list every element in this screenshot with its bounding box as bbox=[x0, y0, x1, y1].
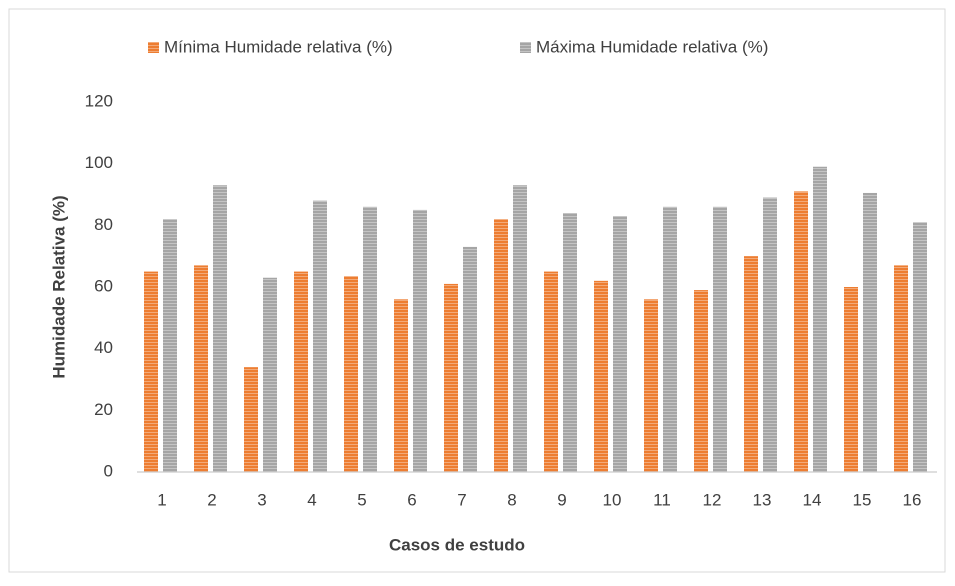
x-tick-label: 14 bbox=[803, 490, 822, 509]
bar-hatch bbox=[463, 246, 477, 472]
bar-hatch bbox=[544, 271, 558, 472]
x-tick-label: 9 bbox=[557, 490, 566, 509]
x-tick-label: 3 bbox=[257, 490, 266, 509]
bar-hatch bbox=[194, 265, 208, 472]
bar-hatch bbox=[513, 185, 527, 472]
bar-hatch bbox=[144, 271, 158, 472]
bar-hatch bbox=[894, 265, 908, 472]
bar-hatch bbox=[663, 206, 677, 473]
x-tick-label: 7 bbox=[457, 490, 466, 509]
x-tick-label: 4 bbox=[307, 490, 316, 509]
x-tick-label: 8 bbox=[507, 490, 516, 509]
bar-hatch bbox=[913, 222, 927, 472]
y-tick-label: 40 bbox=[94, 338, 113, 357]
bar-hatch bbox=[763, 197, 777, 473]
y-axis-title: Humidade Relativa (%) bbox=[49, 195, 68, 378]
x-tick-label: 13 bbox=[753, 490, 772, 509]
y-tick-label: 80 bbox=[94, 215, 113, 234]
bar-hatch bbox=[563, 213, 577, 472]
legend-label: Máxima Humidade relativa (%) bbox=[536, 37, 768, 56]
bar-hatch bbox=[363, 206, 377, 473]
y-tick-label: 60 bbox=[94, 276, 113, 295]
x-tick-label: 1 bbox=[157, 490, 166, 509]
bar-hatch bbox=[713, 206, 727, 473]
x-tick-label: 10 bbox=[603, 490, 622, 509]
bar-hatch bbox=[313, 200, 327, 472]
x-tick-label: 11 bbox=[653, 490, 671, 509]
legend-swatch-hatch bbox=[520, 42, 531, 53]
bar-hatch bbox=[813, 166, 827, 472]
x-tick-label: 16 bbox=[903, 490, 922, 509]
bar-hatch bbox=[394, 299, 408, 472]
bar-hatch bbox=[213, 185, 227, 472]
y-tick-label: 120 bbox=[85, 91, 113, 110]
bar-hatch bbox=[163, 219, 177, 472]
y-tick-label: 0 bbox=[104, 461, 113, 480]
y-tick-label: 100 bbox=[85, 153, 113, 172]
x-tick-label: 15 bbox=[853, 490, 872, 509]
bar-hatch bbox=[694, 290, 708, 472]
legend-swatch-hatch bbox=[148, 42, 159, 53]
bar-hatch bbox=[794, 191, 808, 472]
x-tick-label: 6 bbox=[407, 490, 416, 509]
x-tick-label: 5 bbox=[357, 490, 366, 509]
bar-hatch bbox=[644, 299, 658, 472]
bar-hatch bbox=[444, 283, 458, 472]
legend-label: Mínima Humidade relativa (%) bbox=[164, 37, 393, 56]
bar-hatch bbox=[744, 256, 758, 472]
x-axis-title: Casos de estudo bbox=[389, 535, 525, 554]
bar-hatch bbox=[844, 287, 858, 472]
bar-hatch bbox=[494, 219, 508, 472]
bar-hatch bbox=[344, 276, 358, 472]
bar-hatch bbox=[413, 209, 427, 472]
x-tick-label: 12 bbox=[703, 490, 722, 509]
y-tick-label: 20 bbox=[94, 400, 113, 419]
bar-hatch bbox=[594, 280, 608, 472]
bar-hatch bbox=[613, 216, 627, 472]
bar-hatch bbox=[263, 277, 277, 472]
bar-hatch bbox=[294, 271, 308, 472]
bar-hatch bbox=[863, 192, 877, 473]
x-tick-label: 2 bbox=[207, 490, 216, 509]
bar-hatch bbox=[244, 367, 258, 472]
